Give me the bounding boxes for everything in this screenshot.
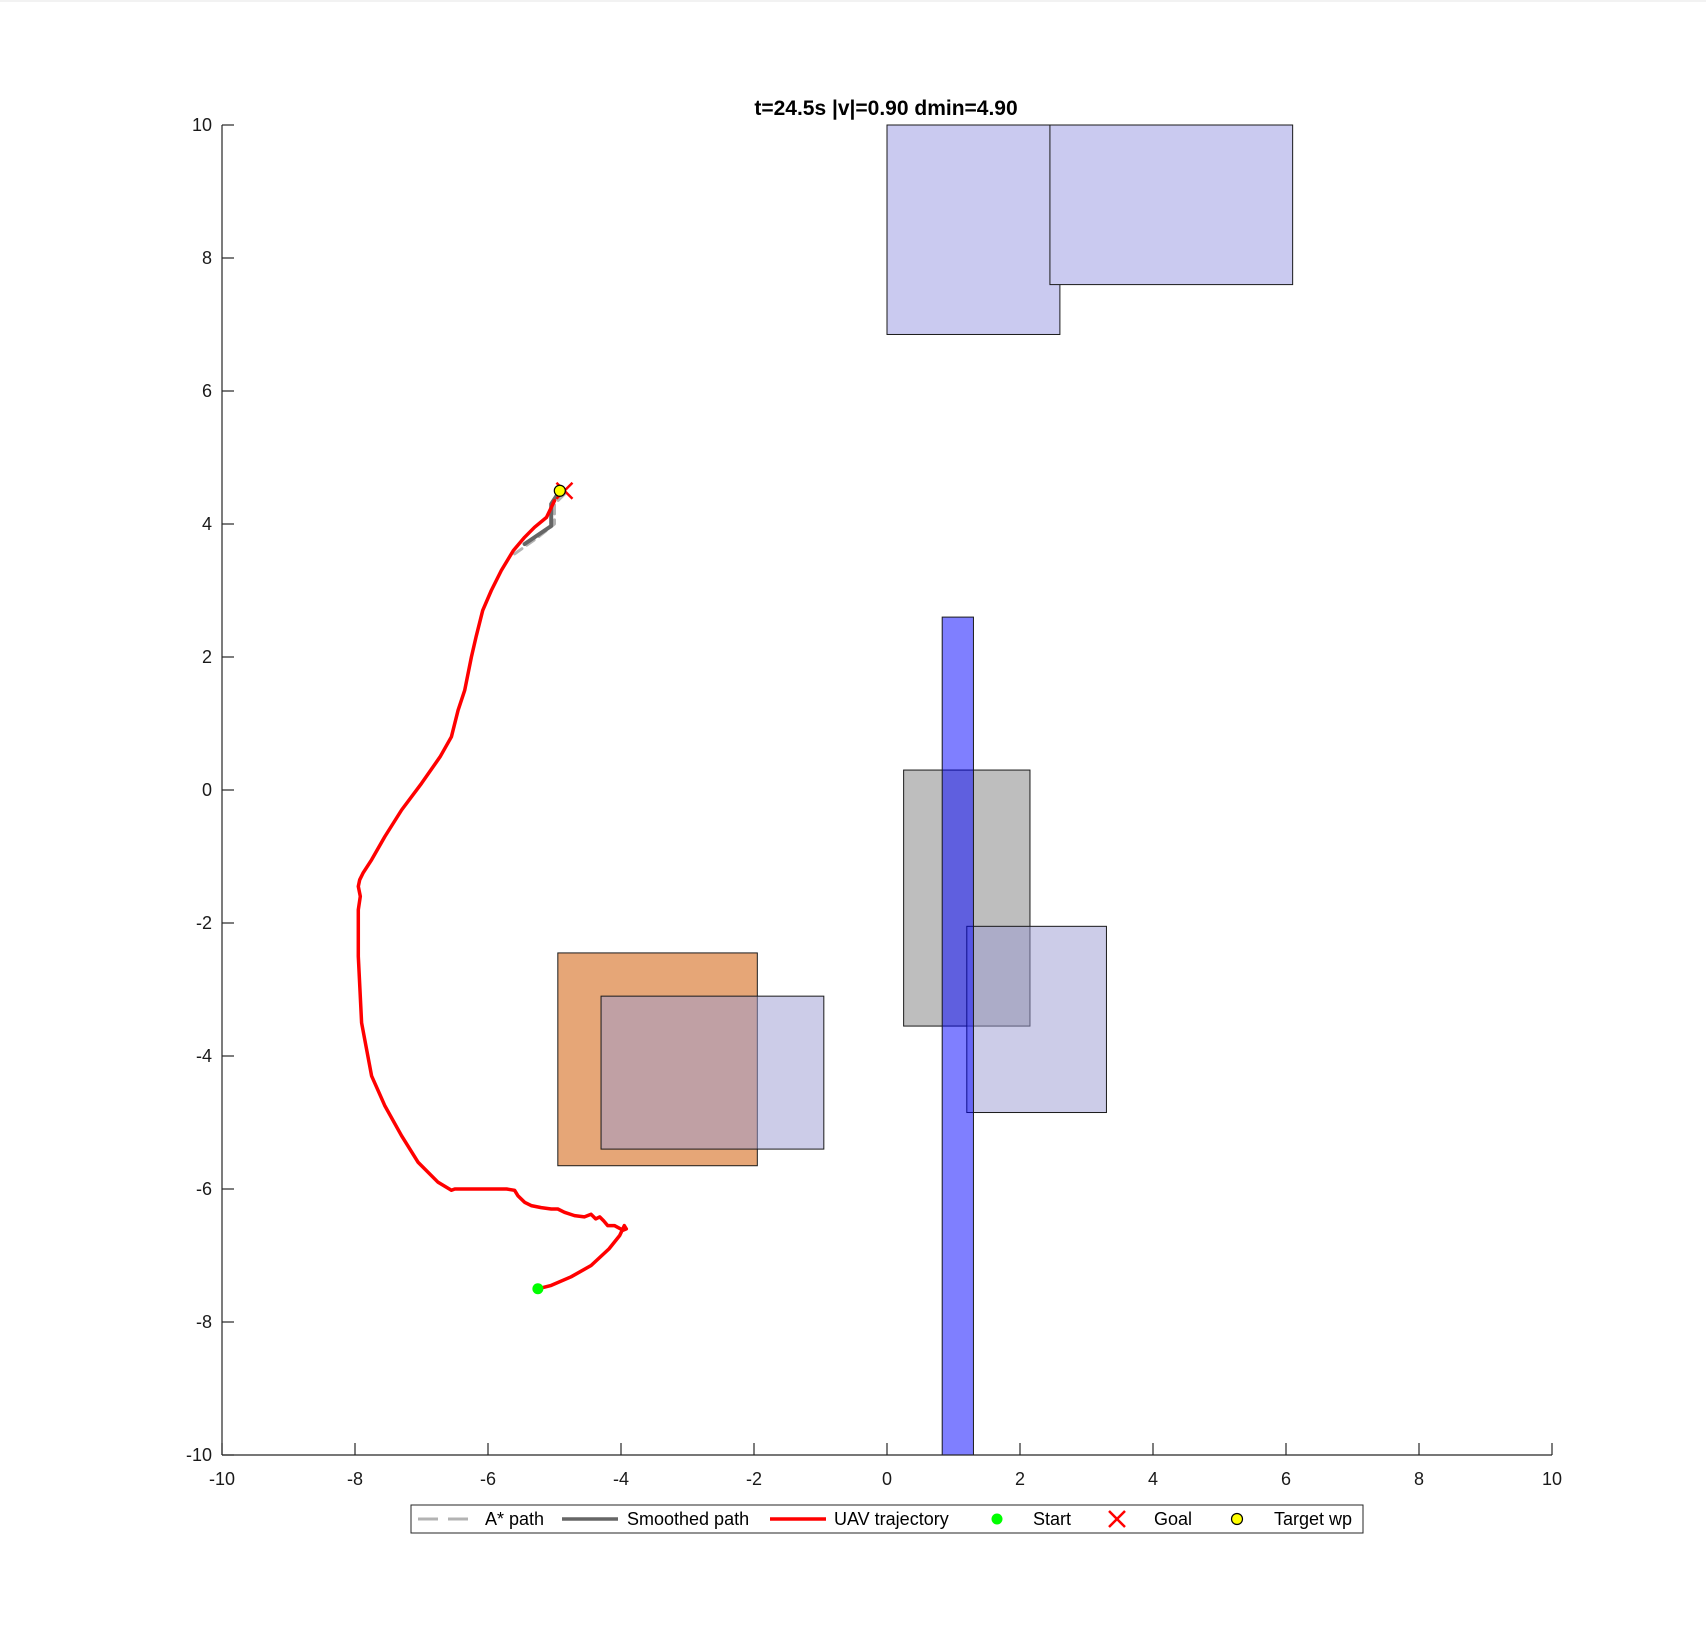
legend-label-smoothed-path: Smoothed path [627,1509,749,1529]
y-tick-label: 6 [202,381,212,401]
x-tick-label: -6 [480,1469,496,1489]
start-marker [532,1283,544,1295]
x-tick-label: 0 [882,1469,892,1489]
legend-label-start: Start [1033,1509,1071,1529]
legend: A* path Smoothed path UAV trajectory Start G… [410,1504,1364,1534]
y-tick-label: 2 [202,647,212,667]
obstacle-6 [600,995,825,1150]
x-tick-label: -4 [613,1469,629,1489]
x-tick-label: 8 [1414,1469,1424,1489]
legend-symbol-start [991,1513,1003,1525]
legend-symbol-goal-stroke-b [1108,1510,1126,1528]
obstacle-4 [966,925,1107,1114]
y-tick-label: -2 [196,913,212,933]
target-waypoint-marker [553,484,566,497]
y-tick-label: 0 [202,780,212,800]
x-tick-label: -2 [746,1469,762,1489]
legend-label-goal: Goal [1154,1509,1192,1529]
legend-label-uav-trajectory: UAV trajectory [834,1509,949,1529]
series-layer [356,481,629,1295]
legend-label-target-wp: Target wp [1274,1509,1352,1529]
x-tick-label: 2 [1015,1469,1025,1489]
legend-symbol-target-wp [1230,1512,1244,1526]
x-tick-label: 4 [1148,1469,1158,1489]
obstacle-layer [557,124,1294,1456]
astar-path-line [513,489,570,556]
y-tick-label: -8 [196,1312,212,1332]
x-tick-label: -10 [209,1469,235,1489]
y-tick-label: -6 [196,1179,212,1199]
y-tick-label: 4 [202,514,212,534]
y-tick-label: -10 [186,1445,212,1465]
legend-symbol-goal [1108,1510,1126,1528]
y-tick-label: 8 [202,248,212,268]
obstacle-1 [886,124,1061,335]
smoothed-path-line [522,488,562,546]
x-tick-label: 10 [1542,1469,1562,1489]
y-tick-label: 10 [192,115,212,135]
obstacle-2 [1049,124,1294,286]
y-tick-label: -4 [196,1046,212,1066]
chart-title: t=24.5s |v|=0.90 dmin=4.90 [754,97,1017,120]
legend-label-a-path: A* path [485,1509,544,1529]
x-tick-label: 6 [1281,1469,1291,1489]
x-tick-label: -8 [347,1469,363,1489]
axes: -10 -8 -6 -4 -2 0 2 4 6 8 10 -10 -8 -6 -4 -2 0 2 4 6 8 10 [186,115,1562,1489]
uav-trajectory-line [356,498,629,1291]
obstacle-7 [941,616,974,1456]
